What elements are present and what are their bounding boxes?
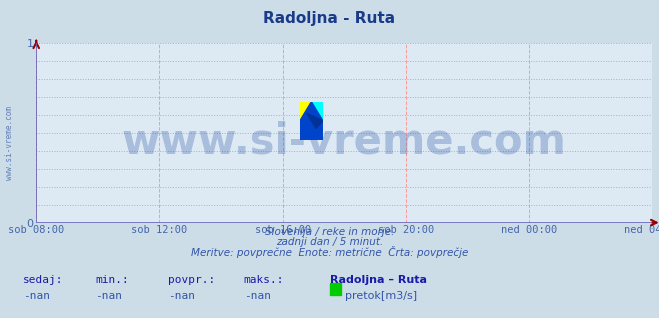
- Text: www.si-vreme.com: www.si-vreme.com: [5, 106, 14, 180]
- Text: povpr.:: povpr.:: [168, 275, 215, 285]
- Polygon shape: [300, 102, 312, 121]
- Text: -nan: -nan: [168, 291, 195, 301]
- Polygon shape: [300, 102, 323, 140]
- Text: pretok[m3/s]: pretok[m3/s]: [345, 291, 416, 301]
- Text: Slovenija / reke in morje.: Slovenija / reke in morje.: [265, 227, 394, 237]
- Text: -nan: -nan: [244, 291, 271, 301]
- Text: maks.:: maks.:: [244, 275, 284, 285]
- Text: www.si-vreme.com: www.si-vreme.com: [122, 121, 567, 163]
- Text: -nan: -nan: [96, 291, 123, 301]
- Polygon shape: [312, 102, 323, 121]
- Text: sedaj:: sedaj:: [23, 275, 63, 285]
- Text: zadnji dan / 5 minut.: zadnji dan / 5 minut.: [276, 237, 383, 247]
- Text: -nan: -nan: [23, 291, 50, 301]
- Text: Radoljna - Ruta: Radoljna - Ruta: [264, 11, 395, 26]
- Text: min.:: min.:: [96, 275, 129, 285]
- Text: Radoljna – Ruta: Radoljna – Ruta: [330, 275, 426, 285]
- Polygon shape: [307, 113, 323, 128]
- Text: Meritve: povprečne  Enote: metrične  Črta: povprečje: Meritve: povprečne Enote: metrične Črta:…: [191, 246, 468, 259]
